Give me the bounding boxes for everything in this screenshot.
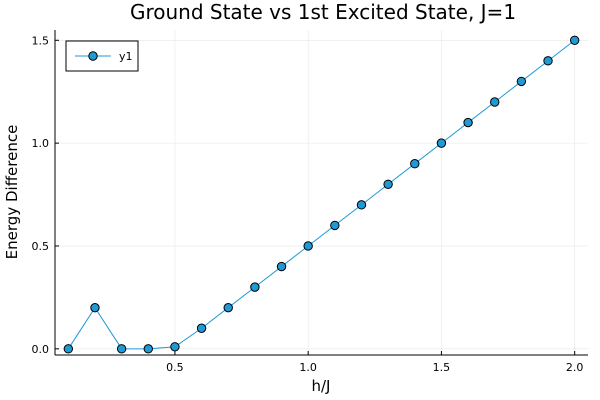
data-point: [569, 35, 580, 45]
grid: [55, 30, 588, 355]
x-tick-label: 1.0: [299, 361, 317, 374]
data-point: [116, 344, 127, 354]
data-point: [436, 138, 447, 148]
data-point: [383, 179, 393, 189]
data-point: [196, 323, 207, 333]
data-point: [356, 200, 367, 210]
y-tick-label: 0.5: [32, 240, 50, 253]
data-point: [490, 97, 500, 107]
y-ticks: 0.0 0.5 1.0 1.5: [32, 34, 59, 356]
x-tick-label: 2.0: [566, 361, 584, 374]
x-tick-label: 0.5: [166, 361, 184, 374]
data-point: [170, 342, 180, 352]
y-axis-label: Energy Difference: [3, 125, 21, 260]
series-layer: [63, 35, 580, 354]
legend-label: y1: [119, 50, 133, 63]
chart-title: Ground State vs 1st Excited State, J=1: [130, 0, 516, 24]
legend-marker-sample: [88, 51, 98, 61]
data-point: [90, 302, 100, 313]
data-point: [303, 241, 313, 251]
data-point: [250, 282, 260, 292]
series-line: [67, 39, 575, 350]
data-point: [63, 344, 74, 354]
plot-frame: [54, 30, 588, 356]
data-point: [463, 117, 473, 128]
data-point: [543, 56, 553, 66]
data-point: [516, 76, 527, 87]
data-point: [410, 159, 420, 169]
y-tick-label: 1.5: [32, 34, 50, 47]
data-point: [276, 261, 287, 272]
data-point: [223, 302, 233, 313]
data-point: [143, 344, 153, 354]
x-tick-label: 1.5: [433, 361, 451, 374]
y-tick-label: 1.0: [32, 137, 50, 150]
x-ticks: 0.5 1.0 1.5 2.0: [166, 351, 583, 374]
y-tick-label: 0.0: [32, 343, 50, 356]
data-point: [330, 220, 340, 231]
x-axis-label: h/J: [312, 377, 331, 395]
legend: y1: [65, 40, 139, 72]
